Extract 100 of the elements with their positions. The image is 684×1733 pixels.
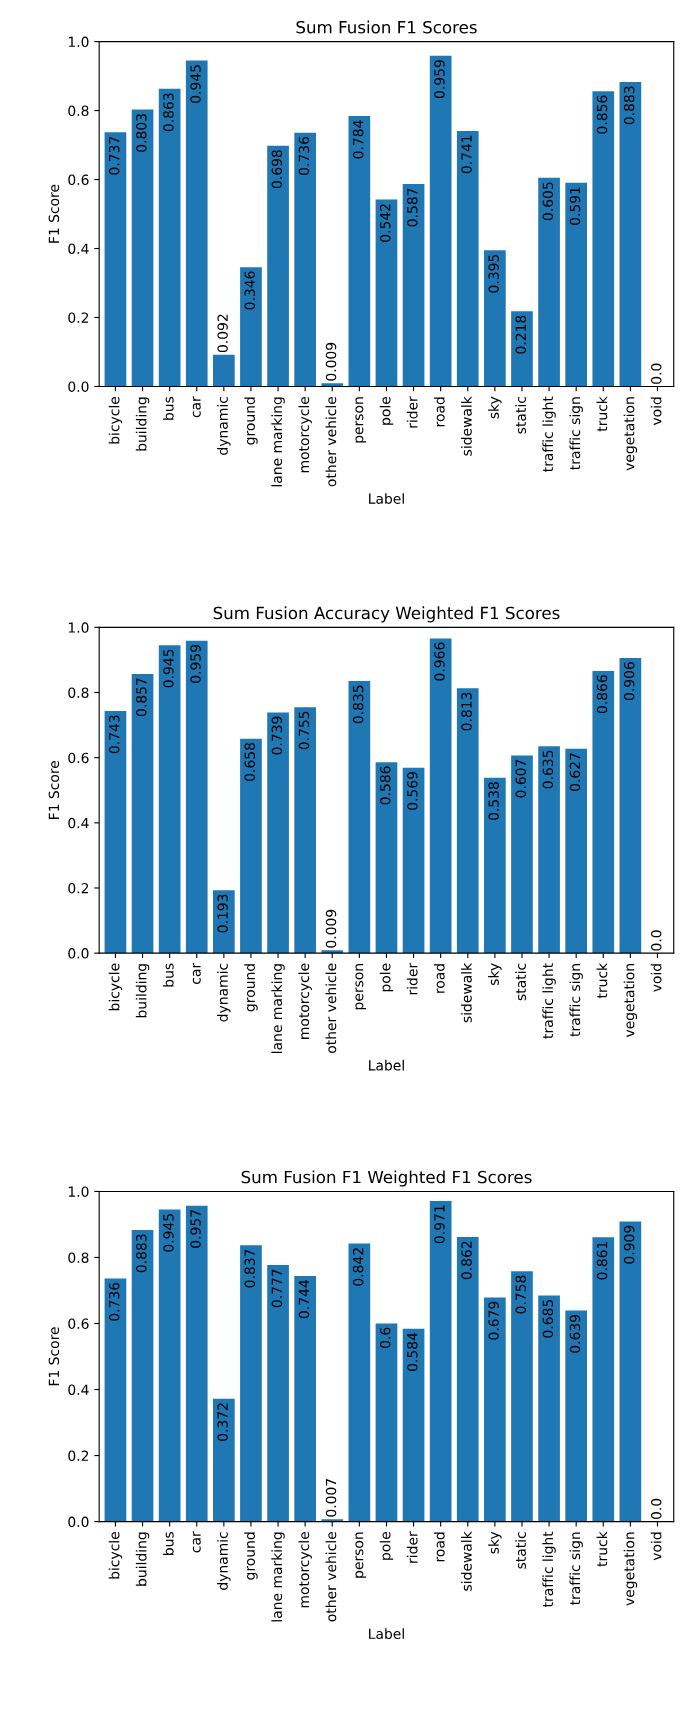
bar xyxy=(321,383,344,387)
bar xyxy=(131,673,154,954)
data-label: 0.685 xyxy=(542,1299,554,1338)
x-tick-label: traffic light xyxy=(542,396,556,472)
data-label: 0.777 xyxy=(271,1269,283,1308)
x-tick-label: rider xyxy=(406,396,418,428)
data-label: 0.758 xyxy=(515,1275,526,1314)
x-tick-label: ground xyxy=(244,964,258,1012)
x-tick-label: bicycle xyxy=(108,396,123,444)
data-label: 0.542 xyxy=(379,204,391,242)
data-label: 0.627 xyxy=(569,753,581,791)
y-axis-title: F1 Score xyxy=(48,1327,60,1386)
data-label: 0.605 xyxy=(542,182,554,221)
bar xyxy=(213,1398,235,1522)
x-tick-label: rider xyxy=(406,962,418,995)
data-label: 0.862 xyxy=(461,1241,472,1280)
bar xyxy=(240,267,262,387)
y-tick-label: 1.0 xyxy=(68,622,89,633)
data-label: 0.957 xyxy=(190,1210,201,1248)
bar xyxy=(375,762,398,954)
y-tick-label: 1.0 xyxy=(68,1186,89,1197)
bar xyxy=(484,777,506,954)
x-tick-label: vegetation xyxy=(623,964,638,1038)
x-tick-label: vegetation xyxy=(623,1532,638,1606)
x-tick-label: bus xyxy=(162,963,174,987)
data-label: 0.698 xyxy=(271,150,283,189)
bar xyxy=(456,688,479,954)
x-tick-label: static xyxy=(515,397,526,434)
data-label: 0.737 xyxy=(108,136,120,175)
data-label: 0.0 xyxy=(651,1498,662,1520)
bar xyxy=(131,109,154,387)
bar xyxy=(294,1275,316,1522)
bar xyxy=(565,748,588,954)
bar xyxy=(158,88,181,387)
bar xyxy=(104,132,127,387)
x-tick-label: building xyxy=(135,1532,150,1586)
x-tick-label: sidewalk xyxy=(461,1531,472,1591)
data-label: 0.538 xyxy=(488,782,499,820)
data-label: 0.803 xyxy=(136,114,147,152)
x-tick-label: car xyxy=(192,962,201,984)
x-axis-title: Label xyxy=(369,493,404,504)
x-tick-label: traffic sign xyxy=(569,1532,583,1605)
x-tick-label: sidewalk xyxy=(461,962,472,1023)
data-label: 0.007 xyxy=(325,1479,337,1517)
data-label: 0.0 xyxy=(651,930,662,951)
y-tick-label: 1.0 xyxy=(68,36,89,48)
x-tick-label: car xyxy=(192,1531,201,1553)
bar xyxy=(213,354,235,387)
x-tick-label: void xyxy=(650,397,662,426)
x-tick-label: rider xyxy=(406,1531,418,1563)
bar xyxy=(294,707,316,954)
x-tick-label: sidewalk xyxy=(461,396,472,456)
y-tick-label: 0.8 xyxy=(68,1252,89,1263)
x-tick-label: ground xyxy=(244,1532,258,1580)
data-label: 0.679 xyxy=(488,1301,499,1340)
y-tick-label: 0.8 xyxy=(68,687,89,698)
data-label: 0.193 xyxy=(217,894,228,933)
x-tick-label: traffic sign xyxy=(569,964,583,1037)
x-tick-label: traffic light xyxy=(542,963,556,1039)
data-label: 0.945 xyxy=(163,1214,174,1252)
data-label: 0.346 xyxy=(244,271,255,310)
y-tick-label: 0.6 xyxy=(68,174,89,186)
x-tick-label: dynamic xyxy=(217,963,231,1022)
x-tick-label: void xyxy=(650,964,662,992)
bar xyxy=(375,1323,398,1522)
bar xyxy=(619,657,642,954)
x-tick-label: car xyxy=(192,396,201,418)
bar xyxy=(592,1237,615,1522)
data-label: 0.945 xyxy=(190,65,201,103)
bar xyxy=(511,1271,533,1522)
bar xyxy=(185,1205,208,1522)
data-label: 0.607 xyxy=(515,759,526,798)
data-label: 0.218 xyxy=(515,315,526,354)
x-tick-label: person xyxy=(355,964,367,1010)
x-tick-label: person xyxy=(355,1532,367,1578)
x-tick-label: dynamic xyxy=(217,397,231,455)
x-tick-label: vegetation xyxy=(623,397,638,471)
x-tick-label: road xyxy=(433,964,445,993)
x-tick-label: lane marking xyxy=(271,964,285,1053)
bar xyxy=(538,177,560,387)
bar xyxy=(348,1243,371,1522)
data-label: 0.639 xyxy=(569,1314,581,1353)
x-tick-label: sky xyxy=(488,1531,502,1554)
bar xyxy=(267,1265,289,1522)
bar xyxy=(402,184,425,387)
y-tick-label: 0.6 xyxy=(68,752,89,764)
x-tick-label: static xyxy=(515,1532,526,1569)
x-tick-label: road xyxy=(433,397,445,427)
x-tick-label: other vehicle xyxy=(325,1532,337,1622)
chart-title: Sum Fusion Accuracy Weighted F1 Scores xyxy=(213,606,560,623)
bar xyxy=(104,1278,127,1522)
data-label: 0.861 xyxy=(596,1241,608,1280)
x-tick-label: lane marking xyxy=(271,1532,285,1622)
x-tick-label: building xyxy=(135,397,150,451)
y-axis-title: F1 Score xyxy=(48,760,60,819)
data-label: 0.959 xyxy=(434,60,445,99)
bar xyxy=(131,1230,154,1522)
y-tick-label: 0.4 xyxy=(68,817,89,829)
x-tick-label: sky xyxy=(488,396,502,419)
bar xyxy=(538,1295,560,1522)
